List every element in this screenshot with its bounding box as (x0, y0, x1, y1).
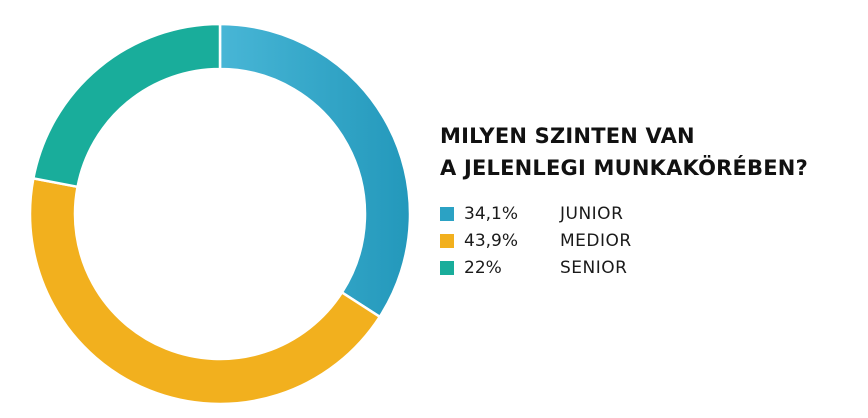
legend-item-junior: 34,1% JUNIOR (440, 200, 632, 227)
legend-item-medior: 43,9% MEDIOR (440, 227, 632, 254)
legend-value-senior: 22% (464, 257, 502, 278)
legend-item-senior: 22% SENIOR (440, 254, 632, 281)
legend-swatch-junior (440, 206, 454, 221)
legend-value-medior: 43,9% (464, 230, 519, 251)
legend-value-junior: 34,1% (464, 203, 519, 224)
donut-slice-junior (218, 22, 412, 319)
legend-swatch-senior (440, 260, 454, 275)
legend-label-senior: SENIOR (560, 257, 628, 278)
chart-title-line-1: MILYEN SZINTEN VAN (440, 124, 695, 148)
legend: 34,1% JUNIOR 43,9% MEDIOR 22% SENIOR (440, 200, 632, 281)
donut-chart (28, 22, 412, 406)
legend-label-junior: JUNIOR (560, 203, 624, 224)
legend-swatch-medior (440, 233, 454, 248)
donut-slice-medior (28, 176, 382, 406)
chart-title: MILYEN SZINTEN VAN A JELENLEGI MUNKAKÖRÉ… (440, 120, 860, 184)
chart-title-line-2: A JELENLEGI MUNKAKÖRÉBEN? (440, 156, 808, 180)
donut-slice-senior (31, 22, 222, 189)
legend-label-medior: MEDIOR (560, 230, 632, 251)
